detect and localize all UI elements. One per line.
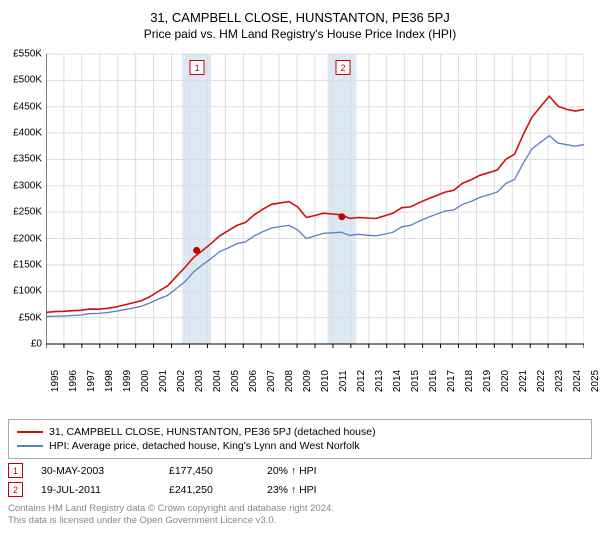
line-swatch [17,445,43,447]
y-tick-label: £550K [13,49,42,60]
sale-row: 2 19-JUL-2011 £241,250 23% ↑ HPI [8,482,592,497]
x-tick-label: 2001 [158,370,169,392]
legend-item: HPI: Average price, detached house, King… [17,440,583,452]
x-tick-label: 2018 [464,370,475,392]
x-tick-label: 2011 [338,370,349,392]
x-tick-label: 1997 [86,370,97,392]
chart-canvas [46,49,584,379]
x-tick-label: 2002 [176,370,187,392]
y-tick-label: £350K [13,154,42,165]
footer: Contains HM Land Registry data © Crown c… [8,503,592,528]
x-tick-label: 2014 [392,370,403,392]
line-swatch [17,431,43,433]
x-tick-label: 2008 [284,370,295,392]
x-tick-label: 1998 [104,370,115,392]
legend: 31, CAMPBELL CLOSE, HUNSTANTON, PE36 5PJ… [8,419,592,459]
footer-line: Contains HM Land Registry data © Crown c… [8,503,592,515]
x-axis: 1995199619971998199920002001200220032004… [46,379,584,413]
x-tick-label: 1996 [68,370,79,392]
sale-row: 1 30-MAY-2003 £177,450 20% ↑ HPI [8,463,592,478]
y-tick-label: £200K [13,233,42,244]
x-tick-label: 1999 [122,370,133,392]
x-tick-label: 2021 [518,370,529,392]
legend-item: 31, CAMPBELL CLOSE, HUNSTANTON, PE36 5PJ… [17,426,583,438]
x-tick-label: 2023 [554,370,565,392]
x-tick-label: 2012 [356,370,367,392]
x-tick-label: 1995 [50,370,61,392]
x-tick-label: 2024 [572,370,583,392]
sale-pct: 20% ↑ HPI [267,465,377,477]
sale-callout-marker: 1 [190,60,205,75]
x-tick-label: 2013 [374,370,385,392]
y-tick-label: £300K [13,180,42,191]
page-subtitle: Price paid vs. HM Land Registry's House … [8,27,592,41]
y-tick-label: £500K [13,75,42,86]
legend-label: 31, CAMPBELL CLOSE, HUNSTANTON, PE36 5PJ… [49,426,376,438]
sale-date: 30-MAY-2003 [41,465,151,477]
footer-line: This data is licensed under the Open Gov… [8,515,592,527]
sale-marker: 1 [8,463,23,478]
x-tick-label: 2003 [194,370,205,392]
sale-price: £177,450 [169,465,249,477]
x-tick-label: 2007 [266,370,277,392]
y-tick-label: £450K [13,101,42,112]
x-tick-label: 2025 [590,370,600,392]
x-tick-label: 2019 [482,370,493,392]
x-tick-label: 2004 [212,370,223,392]
y-tick-label: £0 [31,339,42,350]
x-tick-label: 2017 [446,370,457,392]
page-title: 31, CAMPBELL CLOSE, HUNSTANTON, PE36 5PJ [8,10,592,25]
sale-marker: 2 [8,482,23,497]
sales-list: 1 30-MAY-2003 £177,450 20% ↑ HPI 2 19-JUL-201… [8,463,592,497]
x-tick-label: 2005 [230,370,241,392]
price-chart: £0£50K£100K£150K£200K£250K£300K£350K£400… [46,49,584,379]
y-tick-label: £250K [13,207,42,218]
x-tick-label: 2015 [410,370,421,392]
sale-date: 19-JUL-2011 [41,484,151,496]
x-tick-label: 2016 [428,370,439,392]
y-tick-label: £100K [13,286,42,297]
x-tick-label: 2006 [248,370,259,392]
x-tick-label: 2010 [320,370,331,392]
x-tick-label: 2009 [302,370,313,392]
x-tick-label: 2022 [536,370,547,392]
sale-price: £241,250 [169,484,249,496]
y-axis: £0£50K£100K£150K£200K£250K£300K£350K£400… [8,49,44,344]
sale-callout-marker: 2 [336,60,351,75]
y-tick-label: £150K [13,259,42,270]
x-tick-label: 2020 [500,370,511,392]
legend-label: HPI: Average price, detached house, King… [49,440,360,452]
x-tick-label: 2000 [140,370,151,392]
y-tick-label: £50K [19,312,42,323]
y-tick-label: £400K [13,128,42,139]
sale-pct: 23% ↑ HPI [267,484,377,496]
